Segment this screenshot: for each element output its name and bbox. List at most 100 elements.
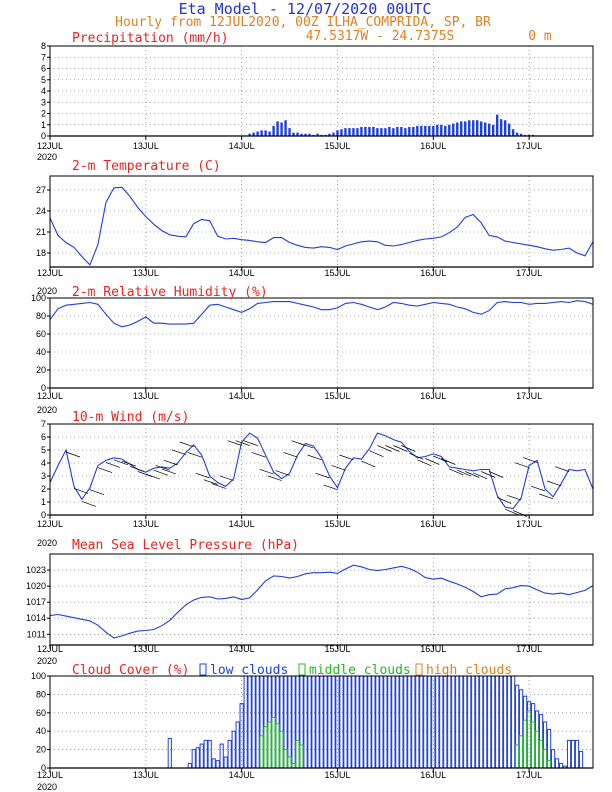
wind-vector — [409, 452, 424, 460]
cloud-bar-low — [554, 758, 560, 769]
wind-vector — [275, 470, 290, 476]
precip-bar — [472, 120, 475, 136]
cloud-bar-low — [399, 675, 404, 769]
precip-bar — [392, 128, 395, 136]
cloud-bar-low — [375, 675, 380, 769]
precip-bar — [280, 122, 283, 136]
y-tick-label: 2 — [41, 484, 46, 494]
wind-vector — [522, 457, 538, 463]
precip-bar — [288, 128, 291, 136]
y-tick-label: 0 — [41, 383, 46, 393]
precip-bar — [296, 132, 299, 136]
x-tick-label: 15JUL — [324, 268, 350, 278]
x-tick-label: 12JUL — [37, 391, 63, 401]
cloud-bar-low — [235, 721, 240, 769]
x-tick-label: 16JUL — [420, 391, 446, 401]
wind-vector — [433, 455, 448, 463]
panel-frame — [49, 45, 594, 137]
cloud-bar-low — [479, 675, 484, 769]
precip-bar — [480, 121, 483, 136]
cloud-bar-low — [367, 675, 372, 769]
x-tick-label: 15JUL — [324, 141, 350, 151]
precip-bar — [368, 127, 371, 136]
wind-vector — [315, 472, 330, 479]
x-tick-label: 14JUL — [229, 141, 255, 151]
cloud-bar-low — [491, 675, 496, 769]
precip-bar — [420, 125, 423, 136]
y-tick-label: 0 — [41, 131, 46, 141]
y-tick-label: 80 — [36, 311, 46, 321]
wind-vector — [105, 462, 121, 468]
precip-bar — [424, 125, 427, 136]
precip-bar — [372, 127, 375, 136]
precip-bar — [491, 124, 495, 136]
precip-bar — [456, 122, 459, 136]
x-tick-label: 17JUL — [516, 141, 542, 151]
wind-vector — [211, 483, 226, 489]
precip-bar — [444, 125, 447, 136]
wind-vector — [267, 475, 282, 481]
x-tick-label: 17JUL — [516, 268, 542, 278]
x-tick-label: 12JUL — [37, 268, 63, 278]
y-tick-label: 4 — [41, 86, 46, 96]
cloud-bar-middle — [515, 744, 520, 769]
cloud-bar-low — [371, 675, 376, 769]
wind-line — [49, 432, 594, 510]
y-tick-label: 100 — [31, 671, 46, 681]
cloud-bar-middle — [259, 735, 264, 769]
precip-bar — [408, 127, 411, 136]
cloud-bar-low — [407, 675, 412, 769]
legend-swatch — [199, 663, 207, 676]
wind-vector — [97, 467, 113, 473]
wind-vector — [401, 445, 416, 452]
precip-bar — [304, 133, 307, 136]
precip-bar — [272, 125, 275, 136]
precip-bar — [499, 119, 503, 136]
cloud-bar-low — [495, 675, 500, 769]
cloud-bar-low — [363, 675, 368, 769]
wind-vector — [393, 445, 408, 452]
cloud-bar-low — [167, 738, 172, 769]
cloud-bar-low — [355, 675, 360, 769]
cloud-bar-low — [327, 675, 332, 769]
cloud-bar-low — [455, 675, 460, 769]
cloud-bar-low — [287, 675, 292, 769]
cloud-bar-low — [507, 675, 512, 769]
cloud-bar-low — [303, 675, 308, 769]
x-tick-label: 14JUL — [229, 391, 255, 401]
y-tick-label: 1 — [41, 120, 46, 130]
cloud-bar-low — [383, 675, 388, 769]
precip-bar — [519, 133, 523, 136]
y-tick-label: 5 — [41, 75, 46, 85]
precip-bar — [511, 129, 515, 136]
wind-vector — [489, 471, 504, 478]
y-tick-label: 3 — [41, 97, 46, 107]
precip-bar — [460, 121, 463, 136]
cloud-bar-middle — [523, 719, 528, 769]
cloud-bar-low — [347, 675, 352, 769]
cloud-bar-low — [359, 675, 364, 769]
precip-bar — [256, 131, 259, 136]
panel-frame — [49, 297, 594, 389]
legend-label: low clouds — [210, 663, 288, 678]
cloud-bar-low — [323, 675, 328, 769]
precip-bar — [252, 132, 255, 136]
cloud-bar-middle — [263, 726, 268, 769]
precip-bar — [384, 128, 387, 136]
panel-frame — [49, 423, 594, 516]
precip-bar — [436, 124, 439, 136]
x-tick-label: 16JUL — [420, 141, 446, 151]
wind-vector — [530, 485, 546, 492]
cloud-bar-low — [291, 675, 296, 769]
wind-vector — [235, 440, 250, 446]
wind-vector — [307, 454, 322, 461]
y-tick-label: 60 — [36, 329, 46, 339]
x-tick-label: 12JUL — [37, 519, 63, 529]
x-year-label: 2020 — [37, 538, 57, 548]
y-tick-label: 1014 — [26, 613, 46, 623]
wind-vector — [299, 442, 314, 449]
cloud-bar-low — [511, 675, 516, 769]
x-year-label: 2020 — [37, 656, 57, 666]
wind-vector — [507, 494, 522, 501]
